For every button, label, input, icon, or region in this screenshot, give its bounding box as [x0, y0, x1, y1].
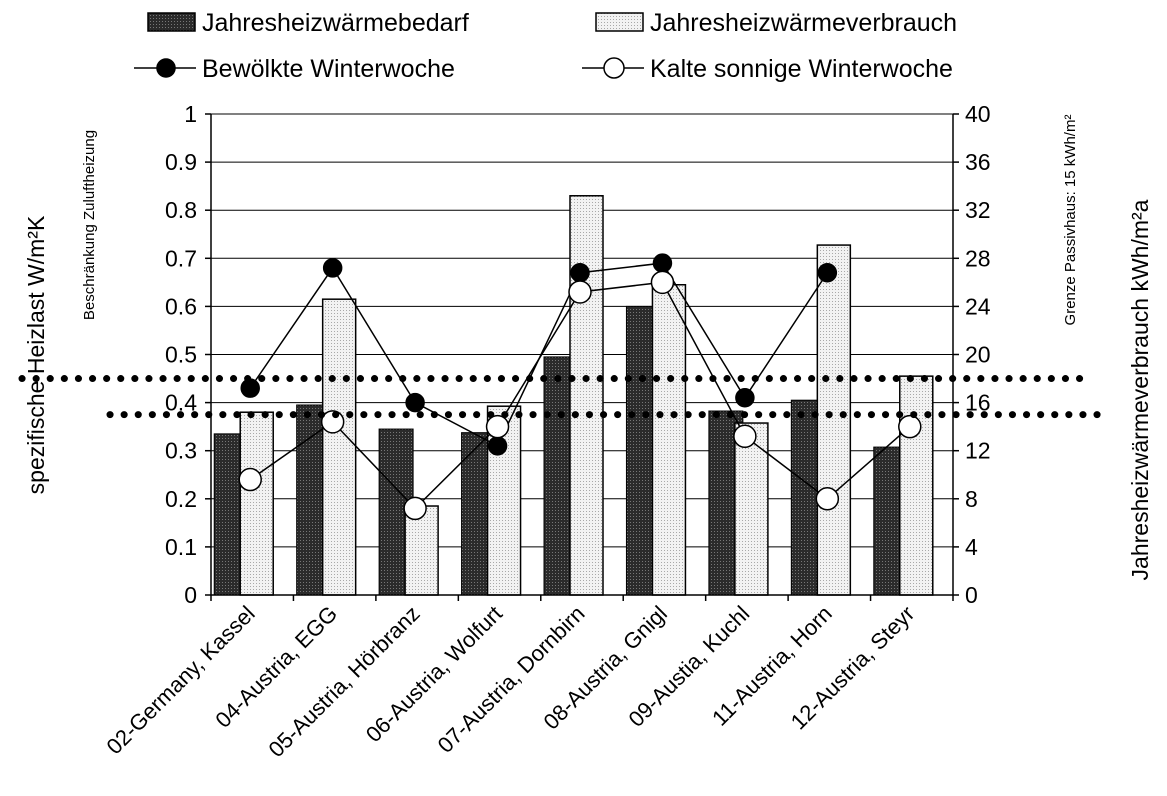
point-kalte-sonnige-winterwoche	[733, 424, 757, 449]
point-kalte-sonnige-winterwoche	[650, 270, 675, 295]
y-tick-label-right: 28	[965, 245, 991, 271]
legend-swatch	[595, 12, 644, 32]
y-tick-label-left: 0.4	[165, 390, 197, 416]
point-kalte-sonnige-winterwoche	[238, 467, 262, 492]
point-kalte-sonnige-winterwoche	[815, 487, 840, 511]
x-category-label: 05-Austria, Hörbranz	[263, 601, 424, 762]
x-category-label: 02-Germany, Kassel	[101, 601, 259, 759]
line-series-group	[238, 253, 922, 521]
point-bewoelkte-winterwoche	[570, 262, 590, 283]
y-tick-label-left: 0.8	[165, 197, 197, 223]
y-tick-label-right: 24	[965, 293, 991, 319]
y-tick-label-left: 1	[184, 101, 197, 127]
bar-jahresheizwaermeverbrauch	[651, 284, 687, 596]
bar-jahresheizwaermeverbrauch	[239, 411, 274, 596]
point-kalte-sonnige-winterwoche	[485, 414, 510, 439]
point-bewoelkte-winterwoche	[817, 262, 838, 283]
y-tick-label-right: 20	[965, 342, 991, 368]
legend-label: Bewölkte Winterwoche	[202, 55, 455, 83]
y-tick-label-left: 0	[184, 582, 197, 608]
reference-lines	[18, 375, 1104, 419]
y-tick-label-right: 16	[965, 390, 991, 416]
legend-marker	[156, 58, 176, 78]
bar-jahresheizwaermeverbrauch	[899, 375, 934, 596]
y-tick-label-right: 40	[965, 101, 991, 127]
point-bewoelkte-winterwoche	[322, 258, 343, 278]
y-tick-label-right: 36	[965, 149, 991, 175]
point-kalte-sonnige-winterwoche	[898, 414, 922, 439]
y-axis-title-right: Jahresheizwärmeverbrauch kWh/m²a	[1127, 199, 1153, 580]
bar-jahresheizwaermeverbrauch	[569, 195, 604, 596]
y-axis-title-left: spezifische Heizlast W/m²K	[23, 215, 49, 494]
y-tick-label-left: 0.2	[165, 486, 197, 512]
point-kalte-sonnige-winterwoche	[568, 280, 592, 304]
y-tick-label-right: 12	[965, 438, 991, 464]
y-tick-label-left: 0.1	[165, 534, 197, 560]
reference-label-zuluftheizung: Beschränkung Zuluftheizung	[81, 130, 98, 320]
y-tick-label-left: 0.7	[165, 245, 197, 271]
x-category-label: 06-Austria, Wolfurt	[361, 601, 507, 747]
y-tick-label-left: 0.6	[165, 293, 197, 319]
bar-group	[213, 195, 934, 596]
point-bewoelkte-winterwoche	[735, 388, 755, 408]
point-bewoelkte-winterwoche	[240, 378, 260, 398]
legend-marker	[603, 57, 625, 79]
reference-label-passivhaus: Grenze Passivhaus: 15 kWh/m²	[1062, 115, 1079, 326]
bar-jahresheizwaermeverbrauch	[404, 505, 439, 596]
y-tick-label-left: 0.9	[165, 149, 197, 175]
legend-label: Kalte sonnige Winterwoche	[650, 55, 953, 83]
legend-swatch	[147, 12, 196, 32]
point-kalte-sonnige-winterwoche	[403, 496, 427, 521]
point-bewoelkte-winterwoche	[652, 253, 673, 273]
legend: Jahresheizwärmebedarf Jahresheizwärmeverb…	[134, 9, 957, 83]
x-category-label: 07-Austria, Dornbirn	[433, 601, 590, 758]
bar-jahresheizwaermeverbrauch	[321, 298, 357, 596]
point-bewoelkte-winterwoche	[405, 392, 425, 413]
bar-jahresheizwaermeverbrauch	[734, 422, 769, 596]
legend-label: Jahresheizwärmeverbrauch	[650, 9, 957, 37]
point-bewoelkte-winterwoche	[487, 436, 508, 456]
y-tick-label-left: 0.3	[165, 438, 197, 464]
legend-label: Jahresheizwärmebedarf	[202, 9, 469, 37]
y-tick-label-right: 8	[965, 486, 978, 512]
y-tick-label-right: 4	[965, 534, 978, 560]
axes	[205, 113, 959, 601]
y-tick-label-right: 32	[965, 197, 991, 223]
bar-jahresheizwaermeverbrauch	[816, 244, 852, 596]
y-tick-label-right: 0	[965, 582, 978, 608]
y-tick-label-left: 0.5	[165, 342, 197, 368]
